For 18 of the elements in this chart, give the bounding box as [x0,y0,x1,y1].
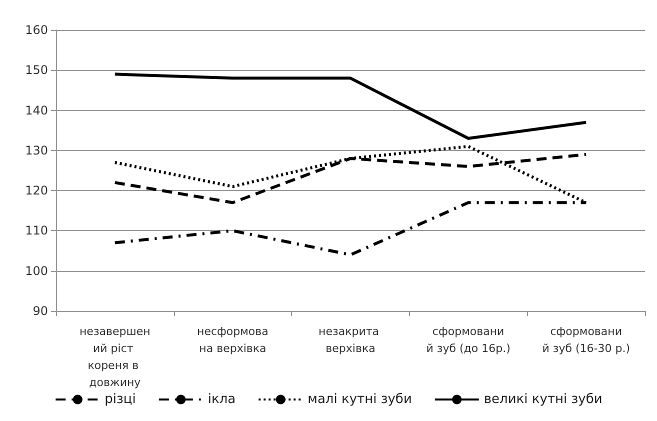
legend-label: малі кутні зуби [308,392,412,407]
x-tick-label: незавершений ріст кореня в довжину [79,325,150,389]
y-tick-label: 160 [25,23,48,37]
y-tick-label: 110 [25,224,48,238]
x-tick-label: незакрита верхівка [318,325,382,355]
y-tick-label: 150 [25,63,48,78]
y-tick-label: 90 [32,304,48,318]
legend-label: ікла [208,392,236,407]
y-tick-label: 100 [25,264,48,278]
y-tick-label: 120 [25,184,48,198]
y-tick-label: 140 [25,103,48,118]
x-tick-label: сформований зуб (16-30 р.) [542,325,630,355]
line-series [113,72,588,140]
x-tick-label: сформований зуб (до 16р.) [426,325,510,355]
legend-label: великі кутні зуби [484,392,602,407]
y-tick-label: 130 [25,143,48,158]
x-tick-label: несформована верхівка [197,325,268,355]
legend-label: різці [104,392,136,407]
